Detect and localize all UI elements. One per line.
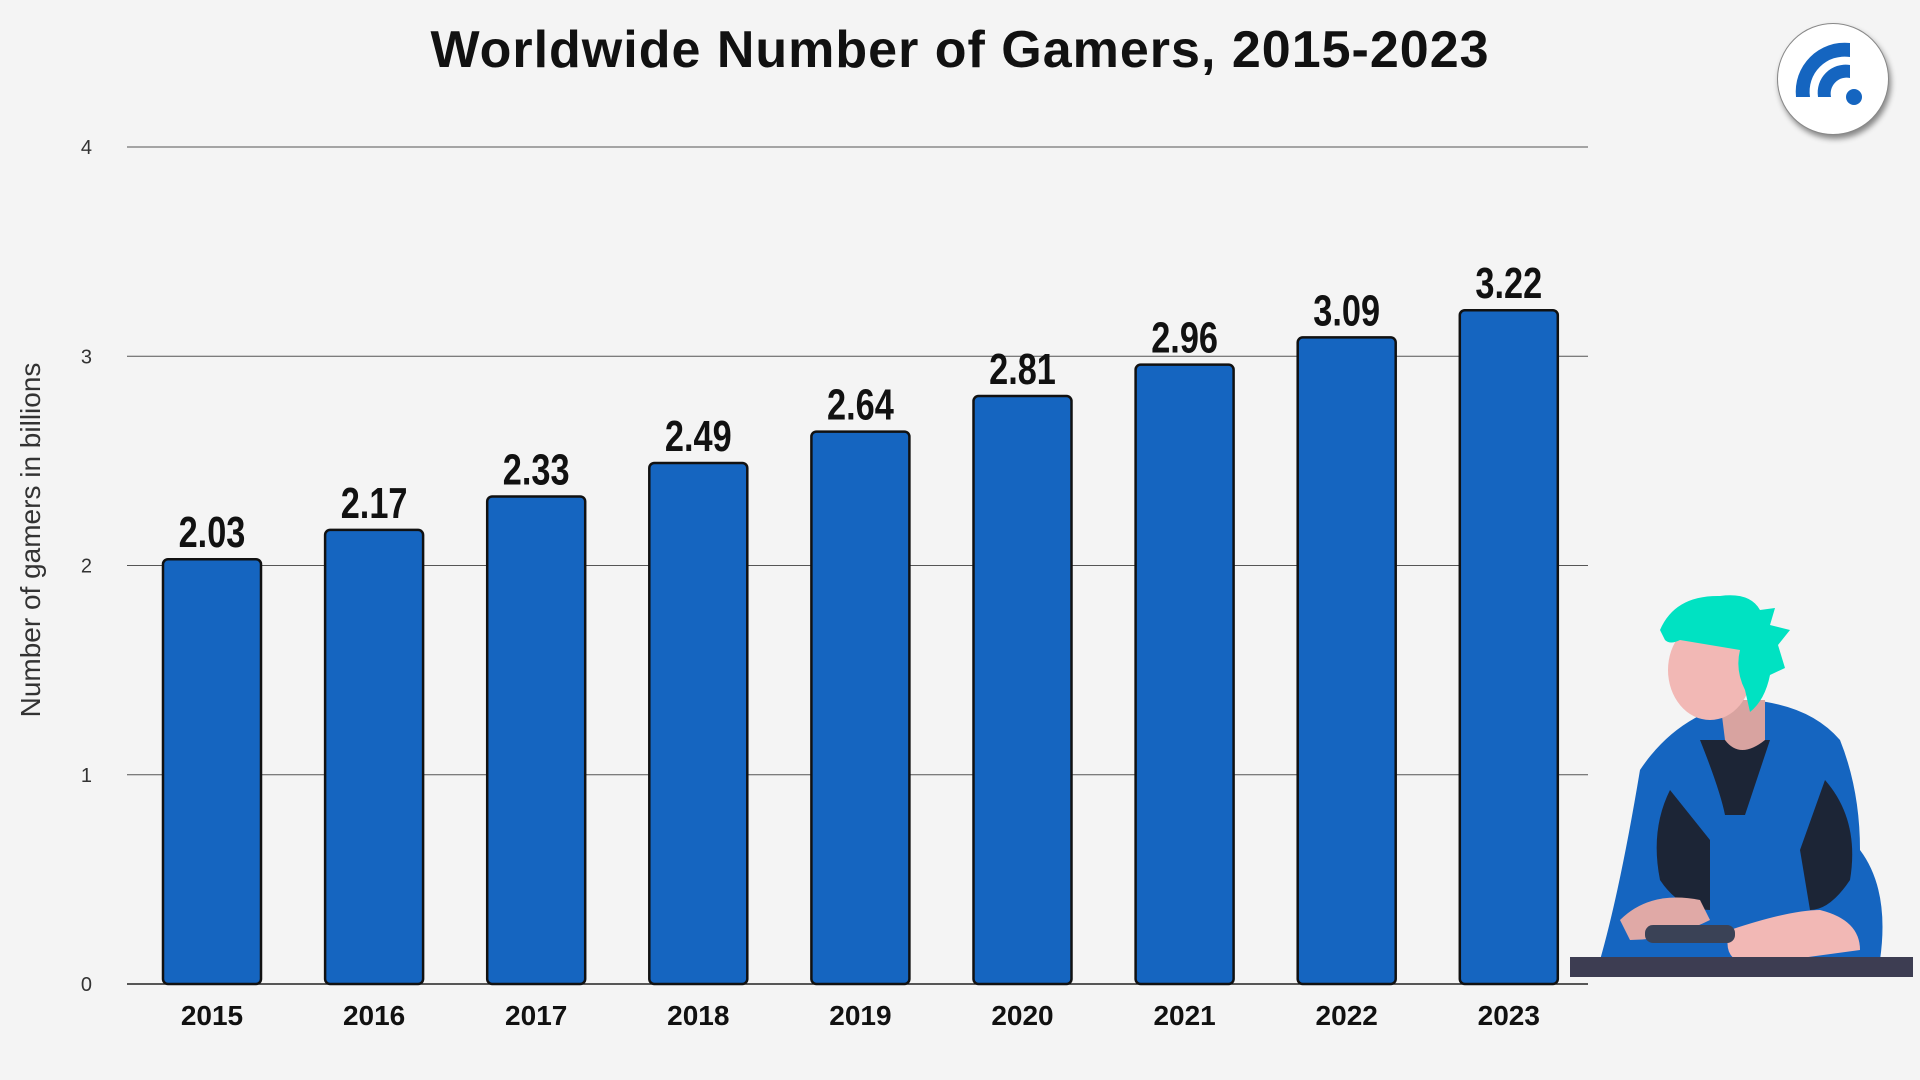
bar (1458, 308, 1560, 986)
data-label: 3.22 (1475, 259, 1542, 308)
logo (1777, 23, 1889, 135)
y-tick-label: 0 (81, 974, 92, 996)
bar (1296, 336, 1397, 986)
x-tick-label: 2016 (343, 1000, 405, 1031)
y-tick-label: 3 (81, 346, 92, 368)
x-tick-label: 2022 (1316, 1000, 1378, 1031)
bar (485, 495, 587, 986)
data-label: 2.17 (341, 479, 408, 528)
bar (323, 528, 425, 986)
x-tick-label: 2017 (505, 1000, 567, 1031)
y-tick-label: 4 (81, 137, 92, 159)
gamer-with-controller-illustration (1570, 595, 1913, 977)
x-tick-label: 2015 (181, 1000, 243, 1031)
data-label: 2.03 (179, 508, 246, 557)
data-label: 2.64 (827, 381, 894, 430)
rss-feed-icon (1795, 42, 1862, 105)
data-label: 3.09 (1313, 286, 1380, 335)
x-tick-label: 2023 (1478, 1000, 1540, 1031)
bar (810, 430, 911, 986)
x-tick-label: 2019 (829, 1000, 891, 1031)
bar (972, 394, 1073, 986)
y-tick-label: 2 (81, 556, 92, 578)
bar (1134, 363, 1235, 986)
data-label: 2.49 (665, 412, 732, 461)
x-tick-label: 2020 (991, 1000, 1053, 1031)
bar (161, 557, 263, 986)
data-label: 2.96 (1151, 314, 1218, 363)
x-tick-label: 2021 (1153, 1000, 1215, 1031)
chart-title: Worldwide Number of Gamers, 2015-2023 (430, 21, 1490, 79)
bar (648, 461, 749, 986)
data-label: 2.33 (503, 445, 570, 494)
x-tick-label: 2018 (667, 1000, 729, 1031)
y-tick-label: 1 (81, 765, 92, 787)
data-label: 2.81 (989, 345, 1056, 394)
